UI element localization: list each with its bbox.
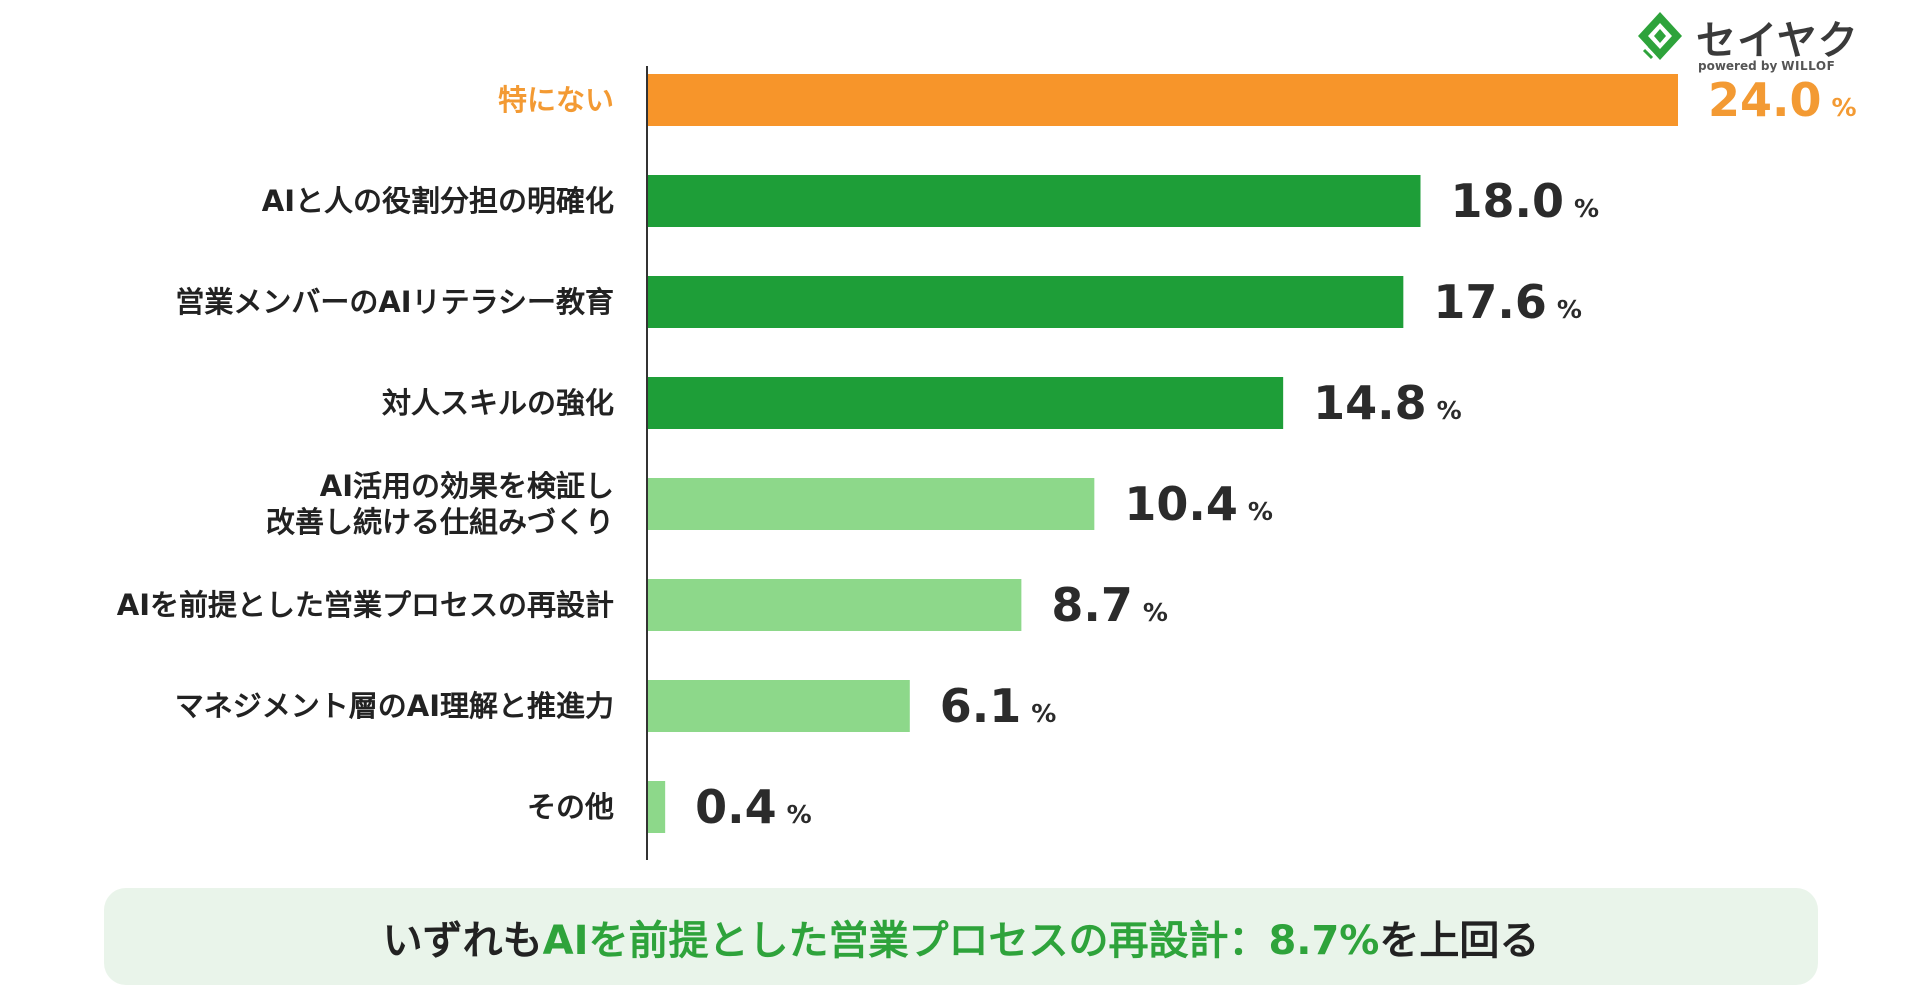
value-label-6: 8.7% [1051, 578, 1168, 632]
category-label-2: AIと人の役割分担の明確化 [262, 184, 614, 218]
bar-2 [648, 175, 1421, 227]
category-label-8: その他 [527, 790, 614, 824]
bar-3 [648, 276, 1404, 328]
category-label-3: 営業メンバーのAIリテラシー教育 [175, 285, 614, 319]
category-label-5: AI活用の効果を検証し改善し続ける仕組みづくり [266, 469, 614, 539]
summary-highlight: AIを前提とした営業プロセスの再設計：8.7% [542, 917, 1380, 964]
bar-4 [648, 377, 1284, 429]
summary-suffix: を上回る [1379, 917, 1540, 964]
seiyaku-logo: セイヤク powered by WILLOF [1630, 6, 1870, 76]
category-label-6: AIを前提とした営業プロセスの再設計 [117, 588, 614, 622]
willof-text: WILLOF [1781, 59, 1836, 73]
value-label-1: 24.0% [1708, 73, 1857, 127]
powered-by-text: powered by [1698, 59, 1778, 73]
bar-5 [648, 478, 1095, 530]
bar-8 [648, 781, 666, 833]
value-label-3: 17.6% [1433, 275, 1582, 329]
handshake-logo-icon [1638, 12, 1682, 60]
bar-chart: 特にない 24.0 % AIと人の役割分担の明確化 18.0 % 営業メンバーのAIリテラシ… [117, 66, 1857, 860]
bar-7 [648, 680, 910, 732]
category-label-1: 特にない [498, 83, 614, 117]
value-label-4: 14.8% [1313, 376, 1462, 430]
category-label-4: 対人スキルの強化 [382, 386, 614, 420]
bar-6 [648, 579, 1022, 631]
value-label-8: 0.4% [695, 780, 812, 834]
logo-powered-by: powered by WILLOF [1698, 59, 1835, 73]
value-label-5: 10.4% [1124, 477, 1273, 531]
value-label-2: 18.0% [1451, 174, 1600, 228]
logo-wordmark: セイヤク [1696, 18, 1859, 64]
value-label-7: 6.1% [940, 679, 1057, 733]
category-label-7: マネジメント層のAI理解と推進力 [175, 689, 614, 723]
bar-1 [648, 74, 1678, 126]
summary-prefix: いずれも [382, 917, 543, 964]
summary-banner: いずれも AIを前提とした営業プロセスの再設計：8.7% を上回る [104, 888, 1818, 985]
